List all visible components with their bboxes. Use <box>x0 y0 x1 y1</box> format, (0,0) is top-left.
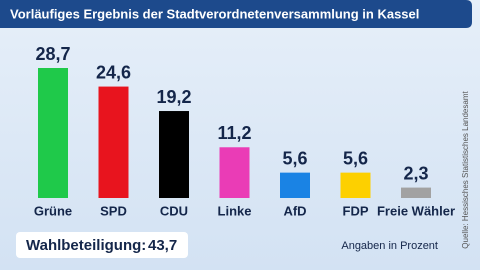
value-label: 2,3 <box>403 163 428 183</box>
category-label: SPD <box>100 203 127 218</box>
turnout-box <box>16 232 188 258</box>
value-label: 28,7 <box>35 44 70 64</box>
category-label: Freie Wähler <box>377 203 455 218</box>
value-label: 11,2 <box>217 123 251 143</box>
title-bar <box>0 0 472 28</box>
value-label: 5,6 <box>282 148 307 168</box>
bar <box>219 147 250 198</box>
turnout-label: Wahlbeteiligung: <box>26 237 146 254</box>
value-label: 19,2 <box>156 87 191 107</box>
turnout-value: 43,7 <box>148 237 177 254</box>
bar <box>340 172 371 198</box>
category-label: Linke <box>218 203 252 218</box>
bar <box>159 111 189 198</box>
value-label: 5,6 <box>343 148 368 168</box>
note: Angaben in Prozent <box>341 240 438 252</box>
value-label: 24,6 <box>96 62 131 82</box>
category-label: Grüne <box>34 203 72 218</box>
source: Quelle: Hessisches Statistisches Landesa… <box>461 91 470 249</box>
category-label: FDP <box>343 203 369 218</box>
bar <box>98 86 129 198</box>
bar <box>280 172 310 198</box>
bar <box>38 68 68 198</box>
category-label: CDU <box>160 203 188 218</box>
category-label: AfD <box>283 203 306 218</box>
chart-title: Vorläufiges Ergebnis der Stadtverordnete… <box>10 6 419 21</box>
bar <box>401 187 431 198</box>
